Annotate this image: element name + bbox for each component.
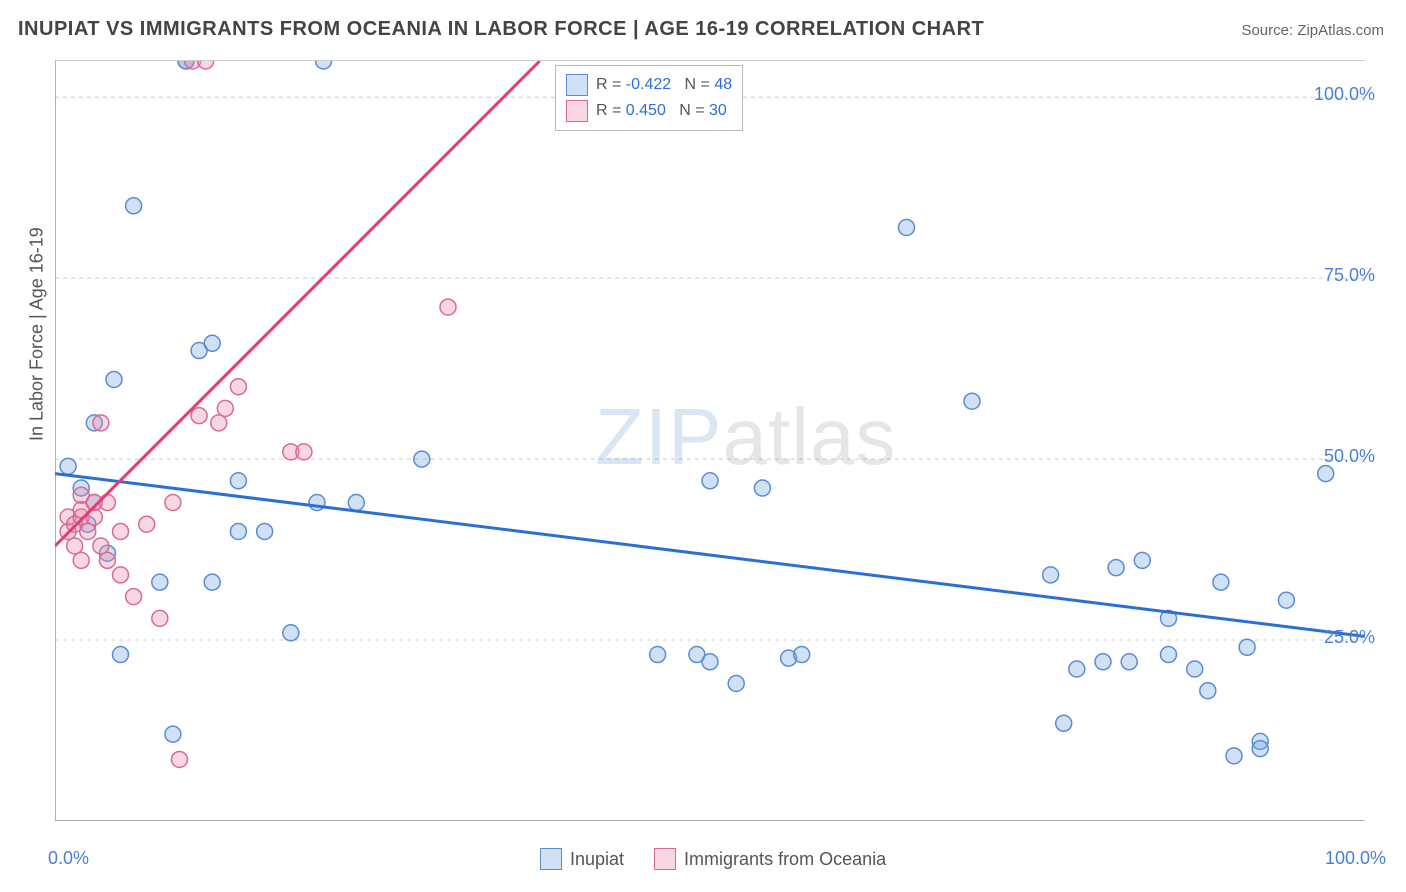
plot-area: ZIPatlas R = -0.422 N = 48R = 0.450 N = …	[55, 60, 1365, 821]
legend-stat: R = -0.422 N = 48	[596, 76, 732, 94]
y-tick-label: 50.0%	[1295, 446, 1375, 467]
series-legend: Inupiat Immigrants from Oceania	[540, 848, 886, 870]
x-tick-left: 0.0%	[48, 848, 89, 869]
legend-label: Immigrants from Oceania	[684, 849, 886, 870]
legend-swatch	[654, 848, 676, 870]
legend-label: Inupiat	[570, 849, 624, 870]
plot-svg	[55, 61, 1365, 821]
y-axis-label: In Labor Force | Age 16-19	[27, 227, 48, 441]
series-legend-item: Immigrants from Oceania	[654, 848, 886, 870]
correlation-legend: R = -0.422 N = 48 R = 0.450 N = 30	[555, 65, 743, 131]
legend-row: R = 0.450 N = 30	[566, 98, 732, 124]
y-tick-label: 75.0%	[1295, 265, 1375, 286]
legend-swatch	[566, 100, 588, 122]
legend-stat: R = 0.450 N = 30	[596, 102, 727, 120]
x-tick-right: 100.0%	[1325, 848, 1386, 869]
series-legend-item: Inupiat	[540, 848, 624, 870]
legend-row: R = -0.422 N = 48	[566, 72, 732, 98]
chart-container: INUPIAT VS IMMIGRANTS FROM OCEANIA IN LA…	[0, 0, 1406, 892]
y-tick-label: 100.0%	[1295, 84, 1375, 105]
legend-swatch	[566, 74, 588, 96]
legend-swatch	[540, 848, 562, 870]
y-tick-label: 25.0%	[1295, 627, 1375, 648]
source-label: Source: ZipAtlas.com	[1241, 22, 1384, 39]
chart-title: INUPIAT VS IMMIGRANTS FROM OCEANIA IN LA…	[18, 18, 984, 41]
